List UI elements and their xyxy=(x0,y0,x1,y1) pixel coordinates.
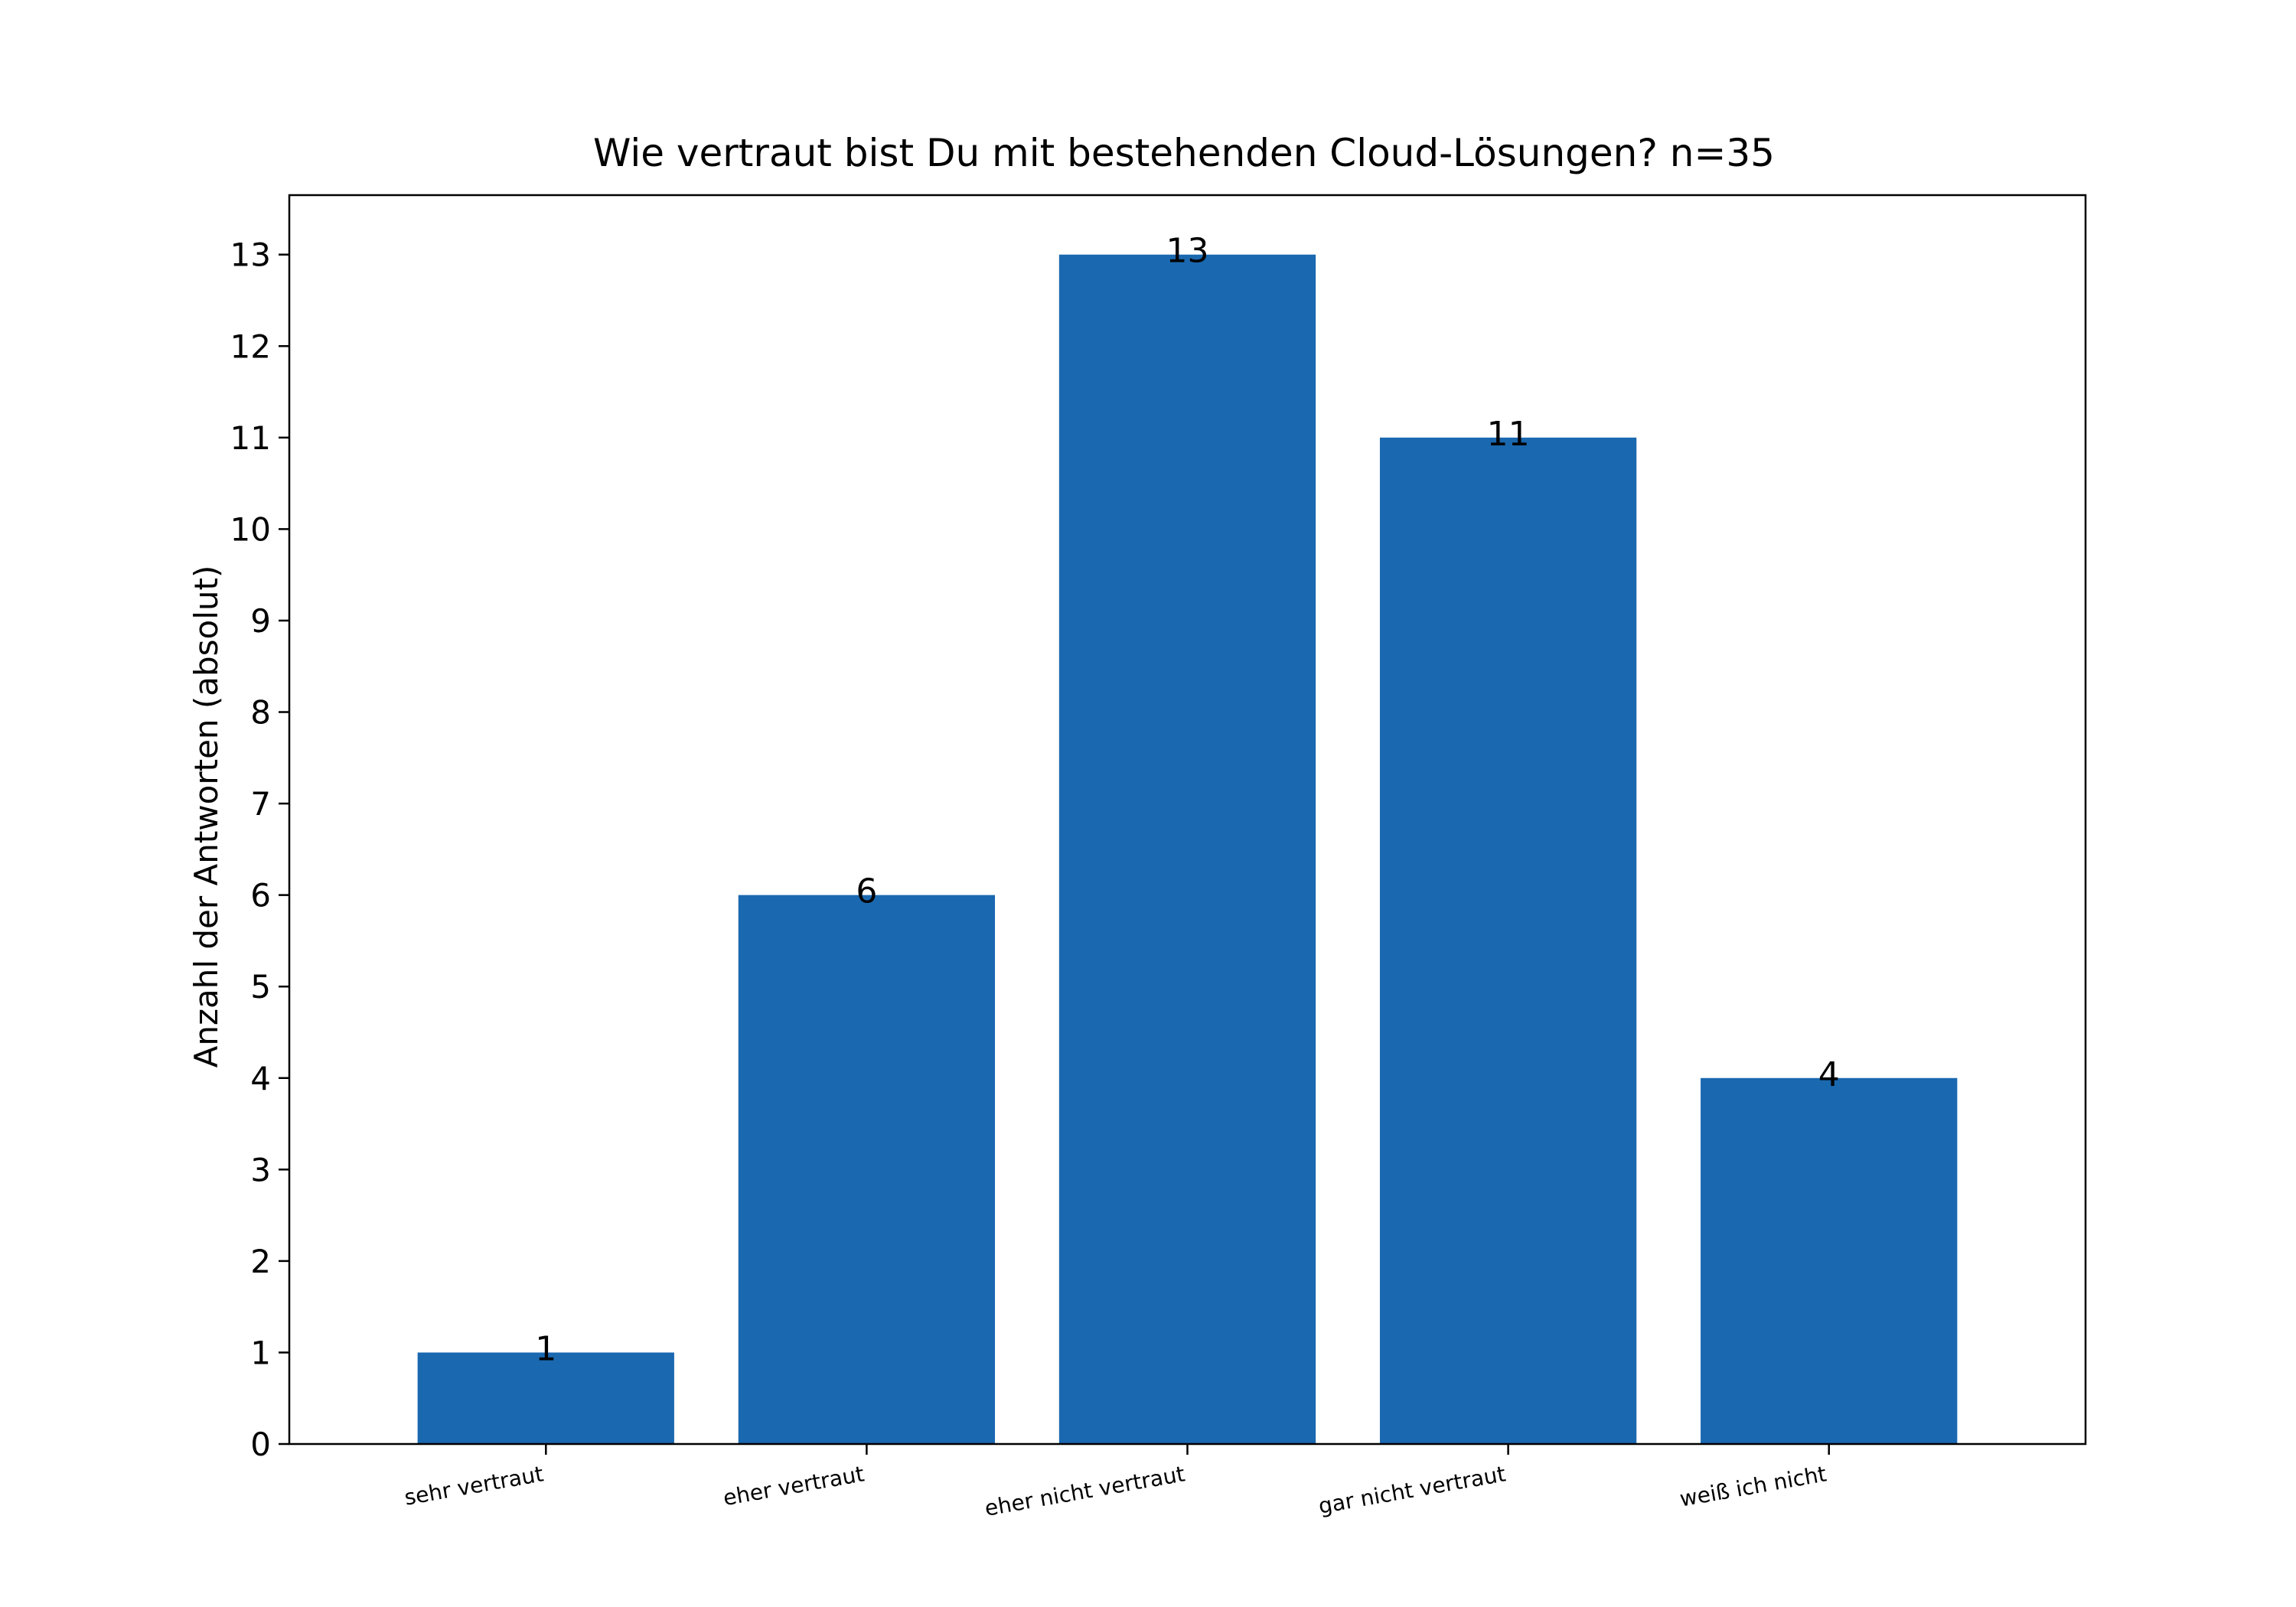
bars xyxy=(417,254,1958,1444)
bar-2 xyxy=(738,895,996,1444)
bar-3 xyxy=(1058,254,1316,1444)
bar-value-label-3: 13 xyxy=(1166,232,1209,271)
y-tick-label-3: 3 xyxy=(250,1151,271,1188)
chart-title: Wie vertraut bist Du mit bestehenden Clo… xyxy=(593,131,1775,175)
y-tick-label-10: 10 xyxy=(230,510,271,548)
y-tick-label-12: 12 xyxy=(230,328,271,365)
bar-value-label-4: 11 xyxy=(1487,415,1530,454)
axes-frame xyxy=(288,194,2087,1446)
y-tick-label-13: 13 xyxy=(230,236,271,274)
y-tick-label-4: 4 xyxy=(250,1060,271,1097)
bar-5 xyxy=(1701,1077,1958,1444)
bar-4 xyxy=(1379,437,1637,1444)
y-tick-label-11: 11 xyxy=(230,419,271,457)
bar-1 xyxy=(417,1352,674,1444)
y-axis-label: Anzahl der Antworten (absolut) xyxy=(188,566,225,1068)
bar-value-label-1: 1 xyxy=(535,1329,556,1368)
bar-value-label-5: 4 xyxy=(1818,1055,1840,1094)
bar-labels: 1 6 13 11 4 xyxy=(535,232,1839,1369)
y-tick-label-7: 7 xyxy=(250,785,271,823)
bar-value-label-2: 6 xyxy=(856,872,877,911)
y-tick-label-9: 9 xyxy=(250,602,271,640)
y-tick-label-1: 1 xyxy=(250,1334,271,1371)
y-tick-label-8: 8 xyxy=(250,694,271,732)
y-tick-label-5: 5 xyxy=(250,968,271,1006)
y-tick-label-6: 6 xyxy=(250,877,271,914)
y-tick-label-2: 2 xyxy=(250,1243,271,1280)
y-tick-label-0: 0 xyxy=(250,1426,271,1463)
